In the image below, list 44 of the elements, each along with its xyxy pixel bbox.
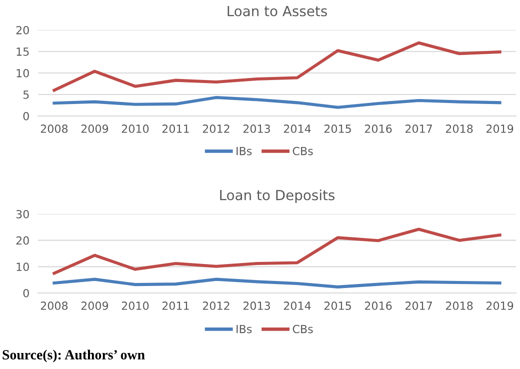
x-tick-label: 2009: [81, 124, 108, 133]
chart-title: Loan to Deposits: [220, 190, 335, 203]
y-tick-label: 0: [23, 112, 29, 120]
x-tick-label: 2014: [284, 302, 311, 310]
x-tick-label: 2018: [446, 124, 473, 133]
x-tick-label: 2011: [162, 302, 189, 310]
y-tick-label: 30: [16, 210, 29, 218]
line-series: [52, 96, 502, 109]
legend-label: IBs: [236, 146, 252, 156]
y-tick-label: 10: [16, 262, 29, 272]
x-tick-label: 2013: [243, 124, 270, 133]
x-tick-label: 2008: [40, 124, 68, 133]
x-tick-label: 2015: [324, 124, 351, 133]
x-tick-label: 2019: [486, 124, 514, 133]
y-tick-label: 0: [23, 288, 29, 298]
x-tick-label: 2012: [202, 302, 230, 310]
y-tick-label: 20: [16, 26, 29, 34]
line-series: [52, 228, 502, 275]
line-series: [52, 278, 502, 288]
x-tick-label: 2013: [243, 302, 270, 310]
x-tick-label: 2016: [364, 124, 392, 133]
legend-label: IBs: [236, 324, 252, 334]
x-tick-label: 2010: [122, 302, 149, 310]
x-tick-label: 2011: [162, 124, 189, 133]
legend-label: CBs: [292, 146, 313, 156]
x-tick-label: 2014: [284, 124, 311, 133]
x-tick-label: 2017: [405, 124, 432, 133]
line-series: [52, 41, 502, 92]
y-tick-label: 10: [16, 68, 29, 78]
x-tick-label: 2010: [122, 124, 149, 133]
x-tick-label: 2015: [324, 302, 351, 310]
x-tick-label: 2016: [364, 302, 392, 310]
y-tick-label: 5: [23, 90, 29, 99]
chart-title: Loan to Assets: [228, 6, 327, 16]
x-tick-label: 2009: [81, 302, 108, 310]
x-tick-label: 2018: [446, 302, 473, 310]
x-tick-label: 2008: [40, 302, 68, 310]
source-note: Source(s): Authors’ own: [2, 350, 145, 362]
legend-label: CBs: [292, 324, 313, 334]
x-tick-label: 2019: [486, 302, 514, 310]
x-tick-label: 2012: [202, 124, 230, 133]
x-tick-label: 2017: [405, 302, 432, 310]
y-tick-label: 15: [16, 48, 29, 56]
y-tick-label: 20: [16, 236, 29, 245]
